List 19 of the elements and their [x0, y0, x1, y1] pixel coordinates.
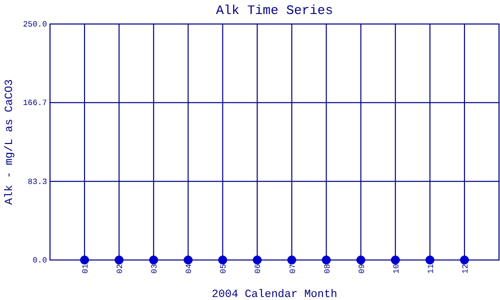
x-tick-label: 02: [116, 264, 126, 274]
y-tick-label: 166.7: [22, 99, 48, 108]
x-tick-label: 01: [82, 264, 91, 274]
x-tick-label: 03: [150, 264, 160, 274]
x-tick-label: 09: [358, 264, 367, 274]
y-axis-title: Alk - mg/L as CaCO3: [4, 79, 16, 205]
x-tick-label: 05: [220, 264, 229, 274]
x-tick-label: 08: [323, 264, 332, 274]
y-tick-label: 0.0: [32, 256, 48, 266]
y-tick-label: 83.3: [28, 178, 48, 187]
y-tick-label: 250.0: [22, 20, 48, 30]
x-tick-label: 04: [185, 264, 194, 274]
x-tick-label: 11: [426, 264, 436, 274]
chart-title: Alk Time Series: [216, 3, 334, 18]
x-axis-title: 2004 Calendar Month: [212, 289, 338, 300]
x-tick-label: 10: [392, 264, 402, 274]
x-tick-label: 07: [288, 264, 298, 274]
x-tick-label: 12: [461, 264, 470, 274]
x-tick-label: 06: [254, 264, 264, 274]
